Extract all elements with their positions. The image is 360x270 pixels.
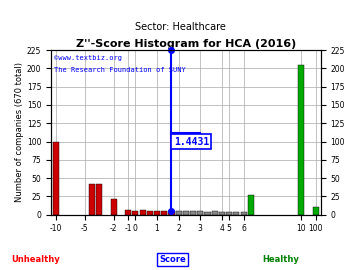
Text: 1.4431: 1.4431: [174, 137, 209, 147]
Bar: [313, 207, 319, 215]
Bar: [183, 211, 189, 215]
Text: Healthy: Healthy: [262, 255, 299, 264]
Text: ©www.textbiz.org: ©www.textbiz.org: [54, 55, 122, 61]
Bar: [226, 212, 232, 215]
Bar: [154, 211, 160, 215]
Text: Unhealthy: Unhealthy: [12, 255, 60, 264]
Bar: [298, 65, 304, 215]
Y-axis label: Number of companies (670 total): Number of companies (670 total): [15, 62, 24, 202]
Bar: [140, 210, 146, 215]
Bar: [111, 198, 117, 215]
Bar: [248, 195, 254, 215]
Bar: [161, 211, 167, 215]
Bar: [212, 211, 218, 215]
Bar: [96, 184, 102, 215]
Bar: [233, 212, 239, 215]
Text: The Research Foundation of SUNY: The Research Foundation of SUNY: [54, 66, 185, 73]
Bar: [53, 141, 59, 215]
Text: Score: Score: [159, 255, 186, 264]
Bar: [176, 211, 182, 215]
Bar: [147, 211, 153, 215]
Bar: [204, 212, 211, 215]
Bar: [132, 211, 139, 215]
Bar: [197, 211, 203, 215]
Title: Z''-Score Histogram for HCA (2016): Z''-Score Histogram for HCA (2016): [76, 39, 296, 49]
Text: Sector: Healthcare: Sector: Healthcare: [135, 22, 225, 32]
Bar: [190, 211, 196, 215]
Bar: [168, 211, 175, 215]
Bar: [240, 212, 247, 215]
Bar: [125, 210, 131, 215]
Bar: [219, 212, 225, 215]
Bar: [89, 184, 95, 215]
